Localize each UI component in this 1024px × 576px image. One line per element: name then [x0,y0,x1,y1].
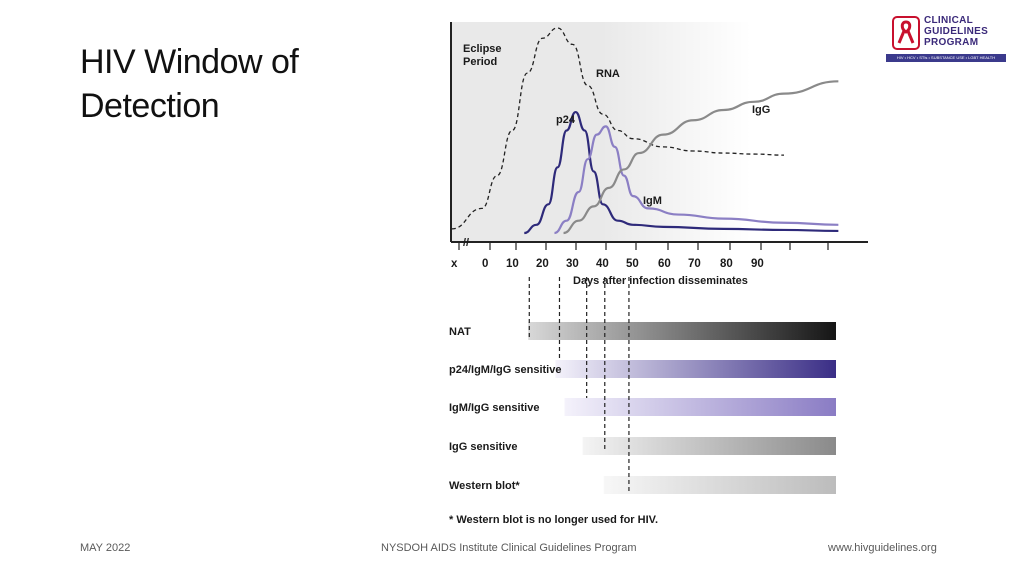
test-label: NAT [449,326,471,338]
logo-wordmark: CLINICAL GUIDELINES PROGRAM [924,15,989,48]
footnote: * Western blot is no longer used for HIV… [449,514,658,526]
x-tick-label: 90 [751,258,764,270]
x-tick-label: 40 [596,258,609,270]
series-label-p24: p24 [556,114,576,126]
series-label-igg: IgG [752,104,770,116]
footer-date: MAY 2022 [80,542,131,554]
x-tick-label: 0 [482,258,488,270]
series-label-rna: RNA [596,68,620,80]
test-label: IgM/IgG sensitive [449,402,539,414]
test-label: IgG sensitive [449,441,517,453]
test-bar-2 [564,398,836,416]
slide-title-line-2: Detection [80,87,220,125]
x-tick-label: 60 [658,258,671,270]
x-tick-label: x [451,258,458,270]
series-line-igm [554,125,839,235]
red-ribbon-icon [892,16,920,50]
test-bar-0 [528,322,836,340]
x-tick-label: 30 [566,258,579,270]
clinical-guidelines-logo: CLINICAL GUIDELINES PROGRAM HIV • HCV • … [884,14,1008,66]
eclipse-label-line-1: Eclipse [463,43,502,55]
series-line-p24 [524,110,839,235]
axis-break-mark: // [463,237,469,249]
test-bar-1 [555,360,836,378]
test-label: p24/IgM/IgG sensitive [449,364,561,376]
x-tick-label: 20 [536,258,549,270]
test-label: Western blot* [449,480,520,492]
test-bar-3 [582,437,836,455]
x-tick-label: 80 [720,258,733,270]
x-tick-label: 70 [688,258,701,270]
logo-tagline: HIV • HCV • STIs • SUBSTANCE USE • LGBT … [886,54,1006,62]
series-line-igg [563,80,839,235]
footer-url: www.hivguidelines.org [828,542,937,554]
slide-title: HIV Window of Detection [80,40,380,128]
footer-program: NYSDOH AIDS Institute Clinical Guideline… [381,542,637,554]
series-label-igm: IgM [643,195,662,207]
test-bar-4 [603,476,836,494]
x-axis-label: Days after infection disseminates [573,275,748,287]
slide-title-line-1: HIV Window of [80,43,299,81]
x-tick-label: 10 [506,258,519,270]
eclipse-label-line-2: Period [463,56,497,68]
x-tick-label: 50 [626,258,639,270]
series-line-rna [451,27,785,230]
